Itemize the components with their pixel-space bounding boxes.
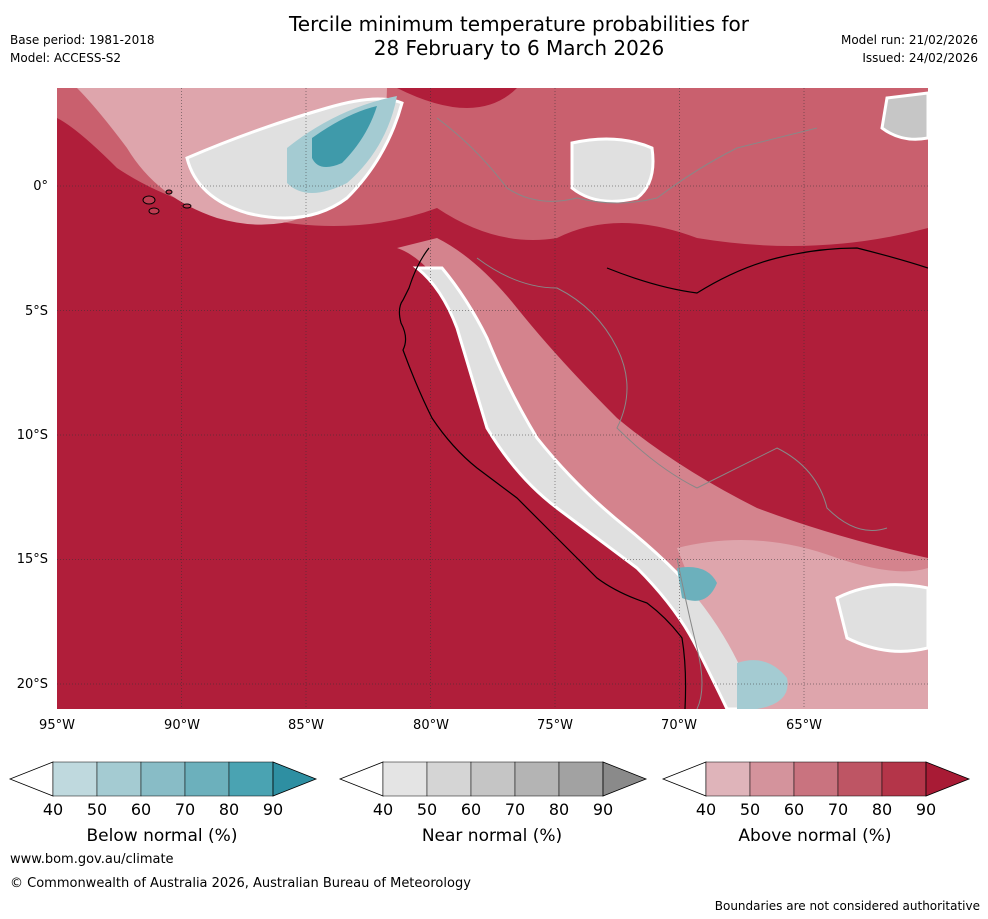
- border-colombia: [436, 117, 818, 204]
- map-gridlines: [57, 88, 928, 709]
- colorbar-tick-label: 60: [130, 800, 152, 819]
- colorbar-segment: [382, 761, 428, 797]
- colorbar-segment: [426, 761, 472, 797]
- colorbar-tick-label: 90: [915, 800, 937, 819]
- lon-label-65w: 65°W: [786, 718, 822, 733]
- lon-label-90w: 90°W: [164, 718, 200, 733]
- boundary-disclaimer: Boundaries are not considered authoritat…: [714, 899, 980, 913]
- colorbar-extend-min: [8, 761, 54, 797]
- map-svg: [57, 88, 930, 711]
- galapagos-islands: [142, 189, 192, 215]
- near-normal-patch-northeast: [570, 137, 655, 203]
- copyright-text: © Commonwealth of Australia 2026, Austra…: [10, 876, 471, 891]
- colorbar-tick-label: 70: [174, 800, 196, 819]
- probability-map: [57, 88, 930, 711]
- lat-label-5s: 5°S: [24, 304, 48, 319]
- colorbar-tick-label: 80: [218, 800, 240, 819]
- colorbar-tick-label: 60: [460, 800, 482, 819]
- colorbar-segment: [793, 761, 839, 797]
- lat-label-20s: 20°S: [16, 677, 48, 692]
- colorbar-tick-label: 70: [827, 800, 849, 819]
- issued-text: Issued: 24/02/2026: [862, 51, 978, 65]
- colorbar-tick-label: 80: [871, 800, 893, 819]
- lon-label-80w: 80°W: [413, 718, 449, 733]
- south-america-coastline: [398, 247, 687, 710]
- colorbar-segment: [140, 761, 186, 797]
- below-normal-patch-south: [737, 660, 788, 709]
- colorbar-extend-max: [272, 761, 318, 797]
- colorbar-segment: [470, 761, 516, 797]
- title-line-1: Tercile minimum temperature probabilitie…: [288, 12, 750, 36]
- colorbar-extend-min: [338, 761, 384, 797]
- colorbar-label-below: Below normal (%): [86, 826, 238, 846]
- colorbar-segment: [184, 761, 230, 797]
- colorbar-segment: [558, 761, 604, 797]
- title-line-2: 28 February to 6 March 2026: [373, 36, 665, 60]
- lon-label-70w: 70°W: [661, 718, 697, 733]
- colorbar-tick-label: 40: [695, 800, 717, 819]
- southeast-near-normal-patch: [835, 583, 930, 653]
- colorbar-tick-label: 70: [504, 800, 526, 819]
- colorbars-svg: [8, 761, 971, 797]
- colorbar-segment: [705, 761, 751, 797]
- colorbar-segment: [837, 761, 883, 797]
- page-title: Tercile minimum temperature probabilitie…: [0, 12, 988, 60]
- colorbar-above-normal: [661, 761, 971, 797]
- colorbar-extend-min: [661, 761, 707, 797]
- lat-label-10s: 10°S: [16, 428, 48, 443]
- colorbar-extend-max: [602, 761, 648, 797]
- model-text: Model: ACCESS-S2: [10, 51, 122, 65]
- colorbar-segment: [52, 761, 98, 797]
- lat-label-0: 0°: [33, 179, 48, 194]
- colorbar-tick-label: 40: [372, 800, 394, 819]
- southeast-above-50-zone: [677, 540, 928, 709]
- lon-label-85w: 85°W: [288, 718, 324, 733]
- lon-label-75w: 75°W: [537, 718, 573, 733]
- border-bolivia-brazil: [696, 447, 888, 531]
- colorbar-tick-label: 80: [548, 800, 570, 819]
- colorbar-segment: [881, 761, 927, 797]
- colorbar-tick-label: 50: [416, 800, 438, 819]
- colorbar-tick-label: 90: [262, 800, 284, 819]
- colorbar-segment: [228, 761, 274, 797]
- colorbar-below-normal: [8, 761, 318, 797]
- colorbar-tick-label: 40: [42, 800, 64, 819]
- below-normal-patch-titicaca: [677, 567, 717, 601]
- lon-label-95w: 95°W: [39, 718, 75, 733]
- colorbar-near-normal: [338, 761, 648, 797]
- near-normal-patch-far-northeast: [880, 91, 930, 141]
- border-peru-brazil: [476, 257, 698, 489]
- colorbar-segment: [96, 761, 142, 797]
- colorbar-label-above: Above normal (%): [738, 826, 892, 846]
- colorbar-extend-max: [925, 761, 971, 797]
- border-peru-bolivia-chile: [676, 557, 703, 710]
- colorbar-segment: [749, 761, 795, 797]
- colorbar-tick-label: 90: [592, 800, 614, 819]
- colorbar-tick-label: 50: [739, 800, 761, 819]
- colorbar-label-near: Near normal (%): [421, 826, 563, 846]
- colorbar-tick-label: 60: [783, 800, 805, 819]
- website-text: www.bom.gov.au/climate: [10, 852, 174, 867]
- base-period-text: Base period: 1981-2018: [10, 33, 155, 47]
- colorbar-segment: [514, 761, 560, 797]
- amazon-river-outline: [606, 247, 929, 294]
- colorbar-tick-label: 50: [86, 800, 108, 819]
- lat-label-15s: 15°S: [16, 552, 48, 567]
- below-normal-core-north: [312, 106, 377, 167]
- model-run-text: Model run: 21/02/2026: [840, 33, 978, 47]
- coastal-near-normal-strip: [412, 266, 759, 711]
